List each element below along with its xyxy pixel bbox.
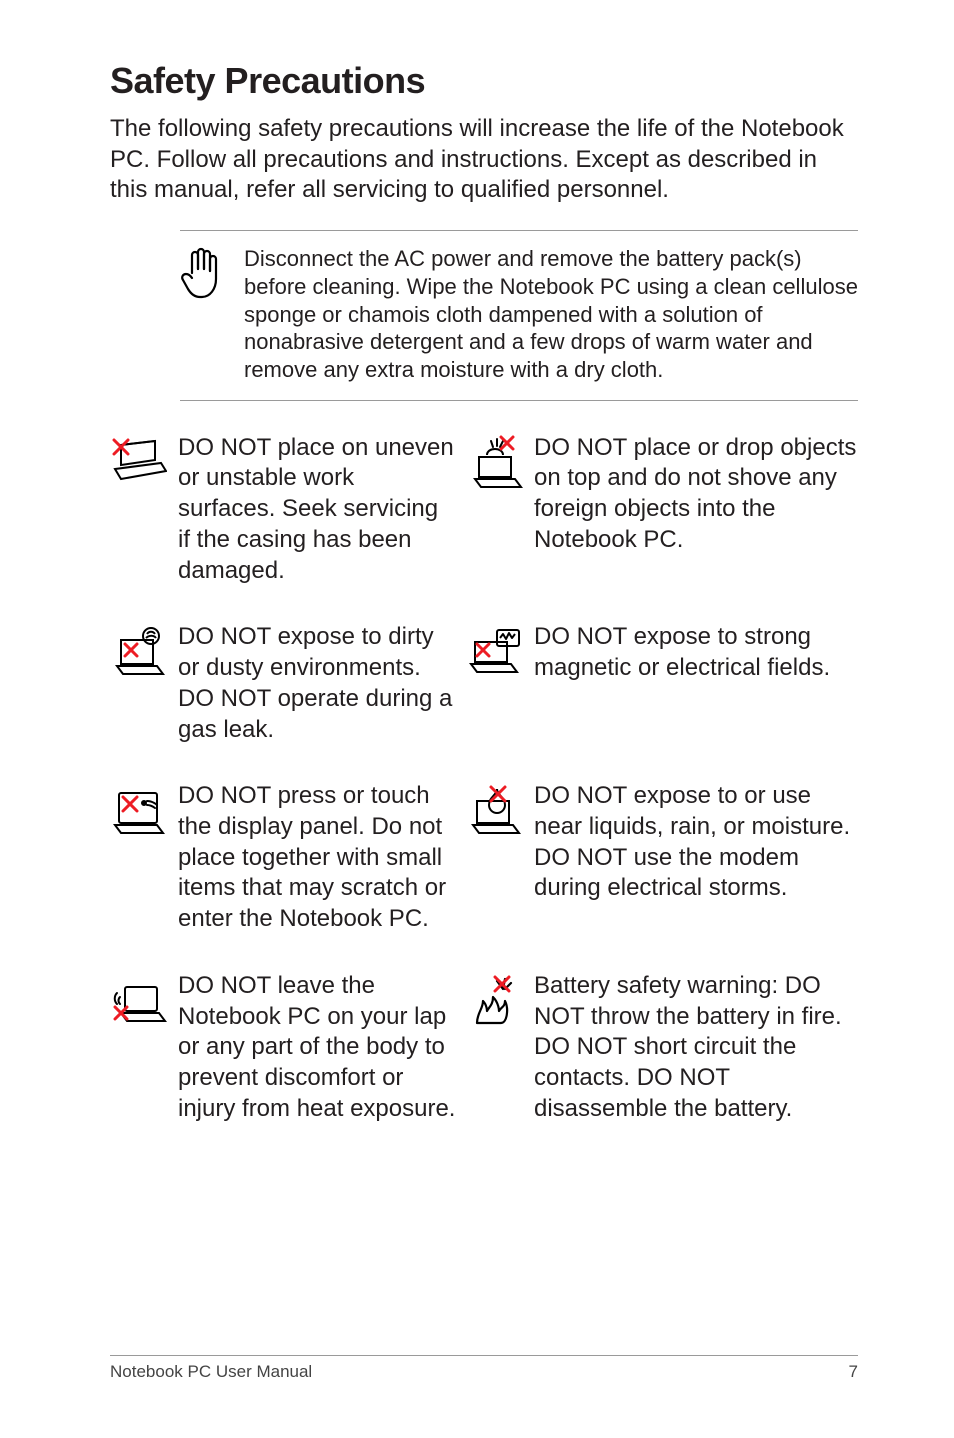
press-display-icon (110, 781, 168, 935)
battery-fire-text: Battery safety warning: DO NOT throw the… (534, 971, 858, 1125)
page-footer: Notebook PC User Manual 7 (110, 1355, 858, 1382)
cleaning-callout: Disconnect the AC power and remove the b… (180, 230, 858, 401)
magnetic-field-text: DO NOT expose to strong magnetic or elec… (534, 622, 858, 745)
page-title: Safety Precautions (110, 60, 858, 102)
drop-objects-text: DO NOT place or drop objects on top and … (534, 433, 858, 587)
lap-heat-text: DO NOT leave the Notebook PC on your lap… (178, 971, 456, 1125)
magnetic-field-icon (466, 622, 524, 745)
footer-page-number: 7 (849, 1362, 858, 1382)
dirty-env-icon (110, 622, 168, 745)
liquids-icon (466, 781, 524, 935)
press-display-text: DO NOT press or touch the display panel.… (178, 781, 456, 935)
lap-heat-icon (110, 971, 168, 1125)
footer-manual-title: Notebook PC User Manual (110, 1362, 312, 1382)
liquids-text: DO NOT expose to or use near liquids, ra… (534, 781, 858, 935)
cleaning-callout-text: Disconnect the AC power and remove the b… (244, 245, 858, 384)
intro-text: The following safety precautions will in… (110, 114, 858, 206)
hand-stop-icon (180, 245, 226, 301)
uneven-surface-icon (110, 433, 168, 587)
dirty-env-text: DO NOT expose to dirty or dusty environm… (178, 622, 456, 745)
precautions-grid: DO NOT place on uneven or unstable work … (110, 433, 858, 1125)
uneven-surface-text: DO NOT place on uneven or unstable work … (178, 433, 456, 587)
drop-objects-icon (466, 433, 524, 587)
battery-fire-icon (466, 971, 524, 1125)
